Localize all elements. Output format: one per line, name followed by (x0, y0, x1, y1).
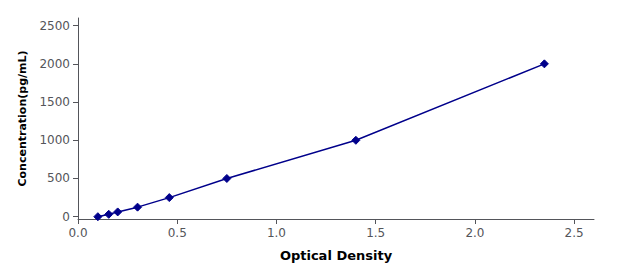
svg-text:0.5: 0.5 (168, 226, 187, 240)
svg-text:2.0: 2.0 (465, 226, 484, 240)
svg-text:Optical Density: Optical Density (280, 248, 393, 263)
svg-text:1.0: 1.0 (267, 226, 286, 240)
svg-text:1500: 1500 (39, 95, 70, 109)
svg-text:2.5: 2.5 (565, 226, 584, 240)
svg-text:500: 500 (47, 171, 70, 185)
svg-text:2500: 2500 (39, 19, 70, 33)
svg-text:Concentration(pg/mL): Concentration(pg/mL) (16, 50, 29, 186)
svg-text:2000: 2000 (39, 57, 70, 71)
svg-text:1.5: 1.5 (366, 226, 385, 240)
svg-text:0.0: 0.0 (68, 226, 87, 240)
svg-text:0: 0 (62, 210, 70, 224)
svg-text:1000: 1000 (39, 133, 70, 147)
